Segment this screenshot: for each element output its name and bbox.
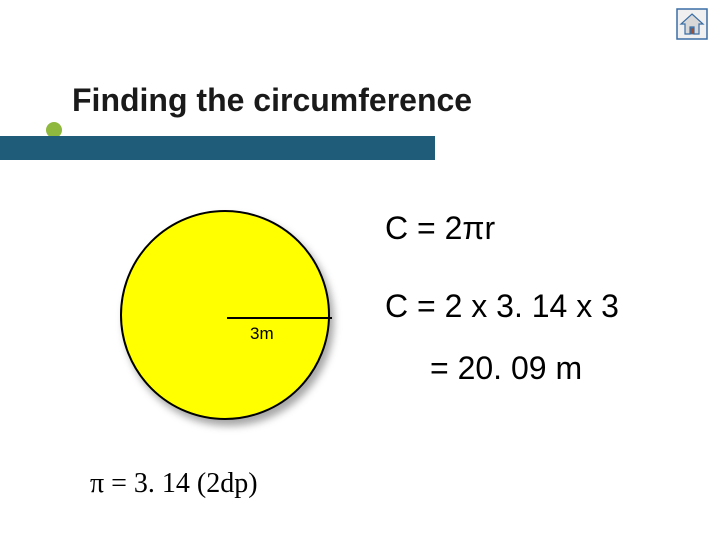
radius-label: 3m (250, 324, 274, 344)
pi-note: π = 3. 14 (2dp) (90, 468, 258, 500)
title-underline (0, 136, 435, 160)
circle-shape: 3m (120, 210, 330, 420)
formula-substituted: C = 2 x 3. 14 x 3 (385, 288, 619, 325)
home-icon[interactable] (676, 8, 708, 40)
page-title: Finding the circumference (72, 82, 472, 119)
formula-result: = 20. 09 m (430, 350, 582, 387)
radius-line (227, 317, 332, 319)
circle-diagram: 3m (120, 210, 330, 420)
formula-general: C = 2πr (385, 210, 495, 247)
